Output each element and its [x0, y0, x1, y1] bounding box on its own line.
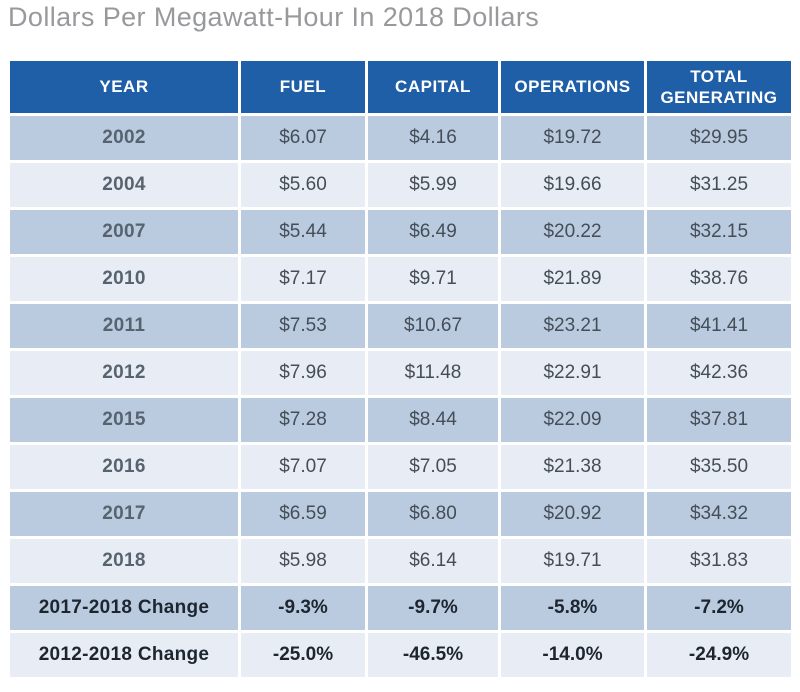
value-cell: $6.80 [368, 492, 498, 536]
column-header-operations: OPERATIONS [501, 61, 644, 113]
year-cell: 2017 [10, 492, 238, 536]
value-cell: $11.48 [368, 351, 498, 395]
value-cell: $6.49 [368, 210, 498, 254]
table-row: 2012 $7.96 $11.48 $22.91 $42.36 [10, 351, 791, 395]
table-row: 2017 $6.59 $6.80 $20.92 $34.32 [10, 492, 791, 536]
value-cell: $19.71 [501, 539, 644, 583]
value-cell: $5.44 [241, 210, 365, 254]
value-cell: $7.17 [241, 257, 365, 301]
value-cell: -46.5% [368, 633, 498, 677]
value-cell: $7.05 [368, 445, 498, 489]
value-cell: $19.72 [501, 116, 644, 160]
table-row: 2011 $7.53 $10.67 $23.21 $41.41 [10, 304, 791, 348]
table-row: 2010 $7.17 $9.71 $21.89 $38.76 [10, 257, 791, 301]
value-cell: $22.09 [501, 398, 644, 442]
table-row: 2015 $7.28 $8.44 $22.09 $37.81 [10, 398, 791, 442]
value-cell: $29.95 [647, 116, 791, 160]
value-cell: $7.28 [241, 398, 365, 442]
change-label-cell: 2012-2018 Change [10, 633, 238, 677]
cost-table: YEAR FUEL CAPITAL OPERATIONS TOTAL GENER… [7, 58, 794, 680]
value-cell: $42.36 [647, 351, 791, 395]
table-body: 2002 $6.07 $4.16 $19.72 $29.95 2004 $5.60 $5.99… [10, 116, 791, 677]
value-cell: $6.14 [368, 539, 498, 583]
column-header-year: YEAR [10, 61, 238, 113]
year-cell: 2007 [10, 210, 238, 254]
value-cell: $5.99 [368, 163, 498, 207]
value-cell: $22.91 [501, 351, 644, 395]
change-label-cell: 2017-2018 Change [10, 586, 238, 630]
value-cell: -9.7% [368, 586, 498, 630]
year-cell: 2016 [10, 445, 238, 489]
year-cell: 2012 [10, 351, 238, 395]
value-cell: -14.0% [501, 633, 644, 677]
table-row: 2007 $5.44 $6.49 $20.22 $32.15 [10, 210, 791, 254]
column-header-total-generating: TOTAL GENERATING [647, 61, 791, 113]
header-row: YEAR FUEL CAPITAL OPERATIONS TOTAL GENER… [10, 61, 791, 113]
change-row: 2017-2018 Change -9.3% -9.7% -5.8% -7.2% [10, 586, 791, 630]
value-cell: $7.53 [241, 304, 365, 348]
value-cell: $31.25 [647, 163, 791, 207]
value-cell: -24.9% [647, 633, 791, 677]
value-cell: $5.60 [241, 163, 365, 207]
value-cell: -9.3% [241, 586, 365, 630]
value-cell: $37.81 [647, 398, 791, 442]
value-cell: $41.41 [647, 304, 791, 348]
value-cell: -5.8% [501, 586, 644, 630]
value-cell: $9.71 [368, 257, 498, 301]
value-cell: $20.22 [501, 210, 644, 254]
value-cell: -25.0% [241, 633, 365, 677]
table-row: 2016 $7.07 $7.05 $21.38 $35.50 [10, 445, 791, 489]
value-cell: $32.15 [647, 210, 791, 254]
value-cell: $8.44 [368, 398, 498, 442]
value-cell: -7.2% [647, 586, 791, 630]
value-cell: $6.07 [241, 116, 365, 160]
value-cell: $7.07 [241, 445, 365, 489]
year-cell: 2010 [10, 257, 238, 301]
value-cell: $6.59 [241, 492, 365, 536]
value-cell: $5.98 [241, 539, 365, 583]
year-cell: 2004 [10, 163, 238, 207]
value-cell: $7.96 [241, 351, 365, 395]
year-cell: 2015 [10, 398, 238, 442]
value-cell: $4.16 [368, 116, 498, 160]
value-cell: $10.67 [368, 304, 498, 348]
year-cell: 2002 [10, 116, 238, 160]
value-cell: $34.32 [647, 492, 791, 536]
value-cell: $21.89 [501, 257, 644, 301]
change-row: 2012-2018 Change -25.0% -46.5% -14.0% -24.9% [10, 633, 791, 677]
value-cell: $31.83 [647, 539, 791, 583]
value-cell: $35.50 [647, 445, 791, 489]
page-title: Dollars Per Megawatt-Hour In 2018 Dollar… [8, 2, 540, 32]
year-cell: 2011 [10, 304, 238, 348]
value-cell: $19.66 [501, 163, 644, 207]
column-header-capital: CAPITAL [368, 61, 498, 113]
value-cell: $38.76 [647, 257, 791, 301]
value-cell: $20.92 [501, 492, 644, 536]
table-row: 2018 $5.98 $6.14 $19.71 $31.83 [10, 539, 791, 583]
table-row: 2002 $6.07 $4.16 $19.72 $29.95 [10, 116, 791, 160]
value-cell: $23.21 [501, 304, 644, 348]
table-row: 2004 $5.60 $5.99 $19.66 $31.25 [10, 163, 791, 207]
value-cell: $21.38 [501, 445, 644, 489]
year-cell: 2018 [10, 539, 238, 583]
column-header-fuel: FUEL [241, 61, 365, 113]
